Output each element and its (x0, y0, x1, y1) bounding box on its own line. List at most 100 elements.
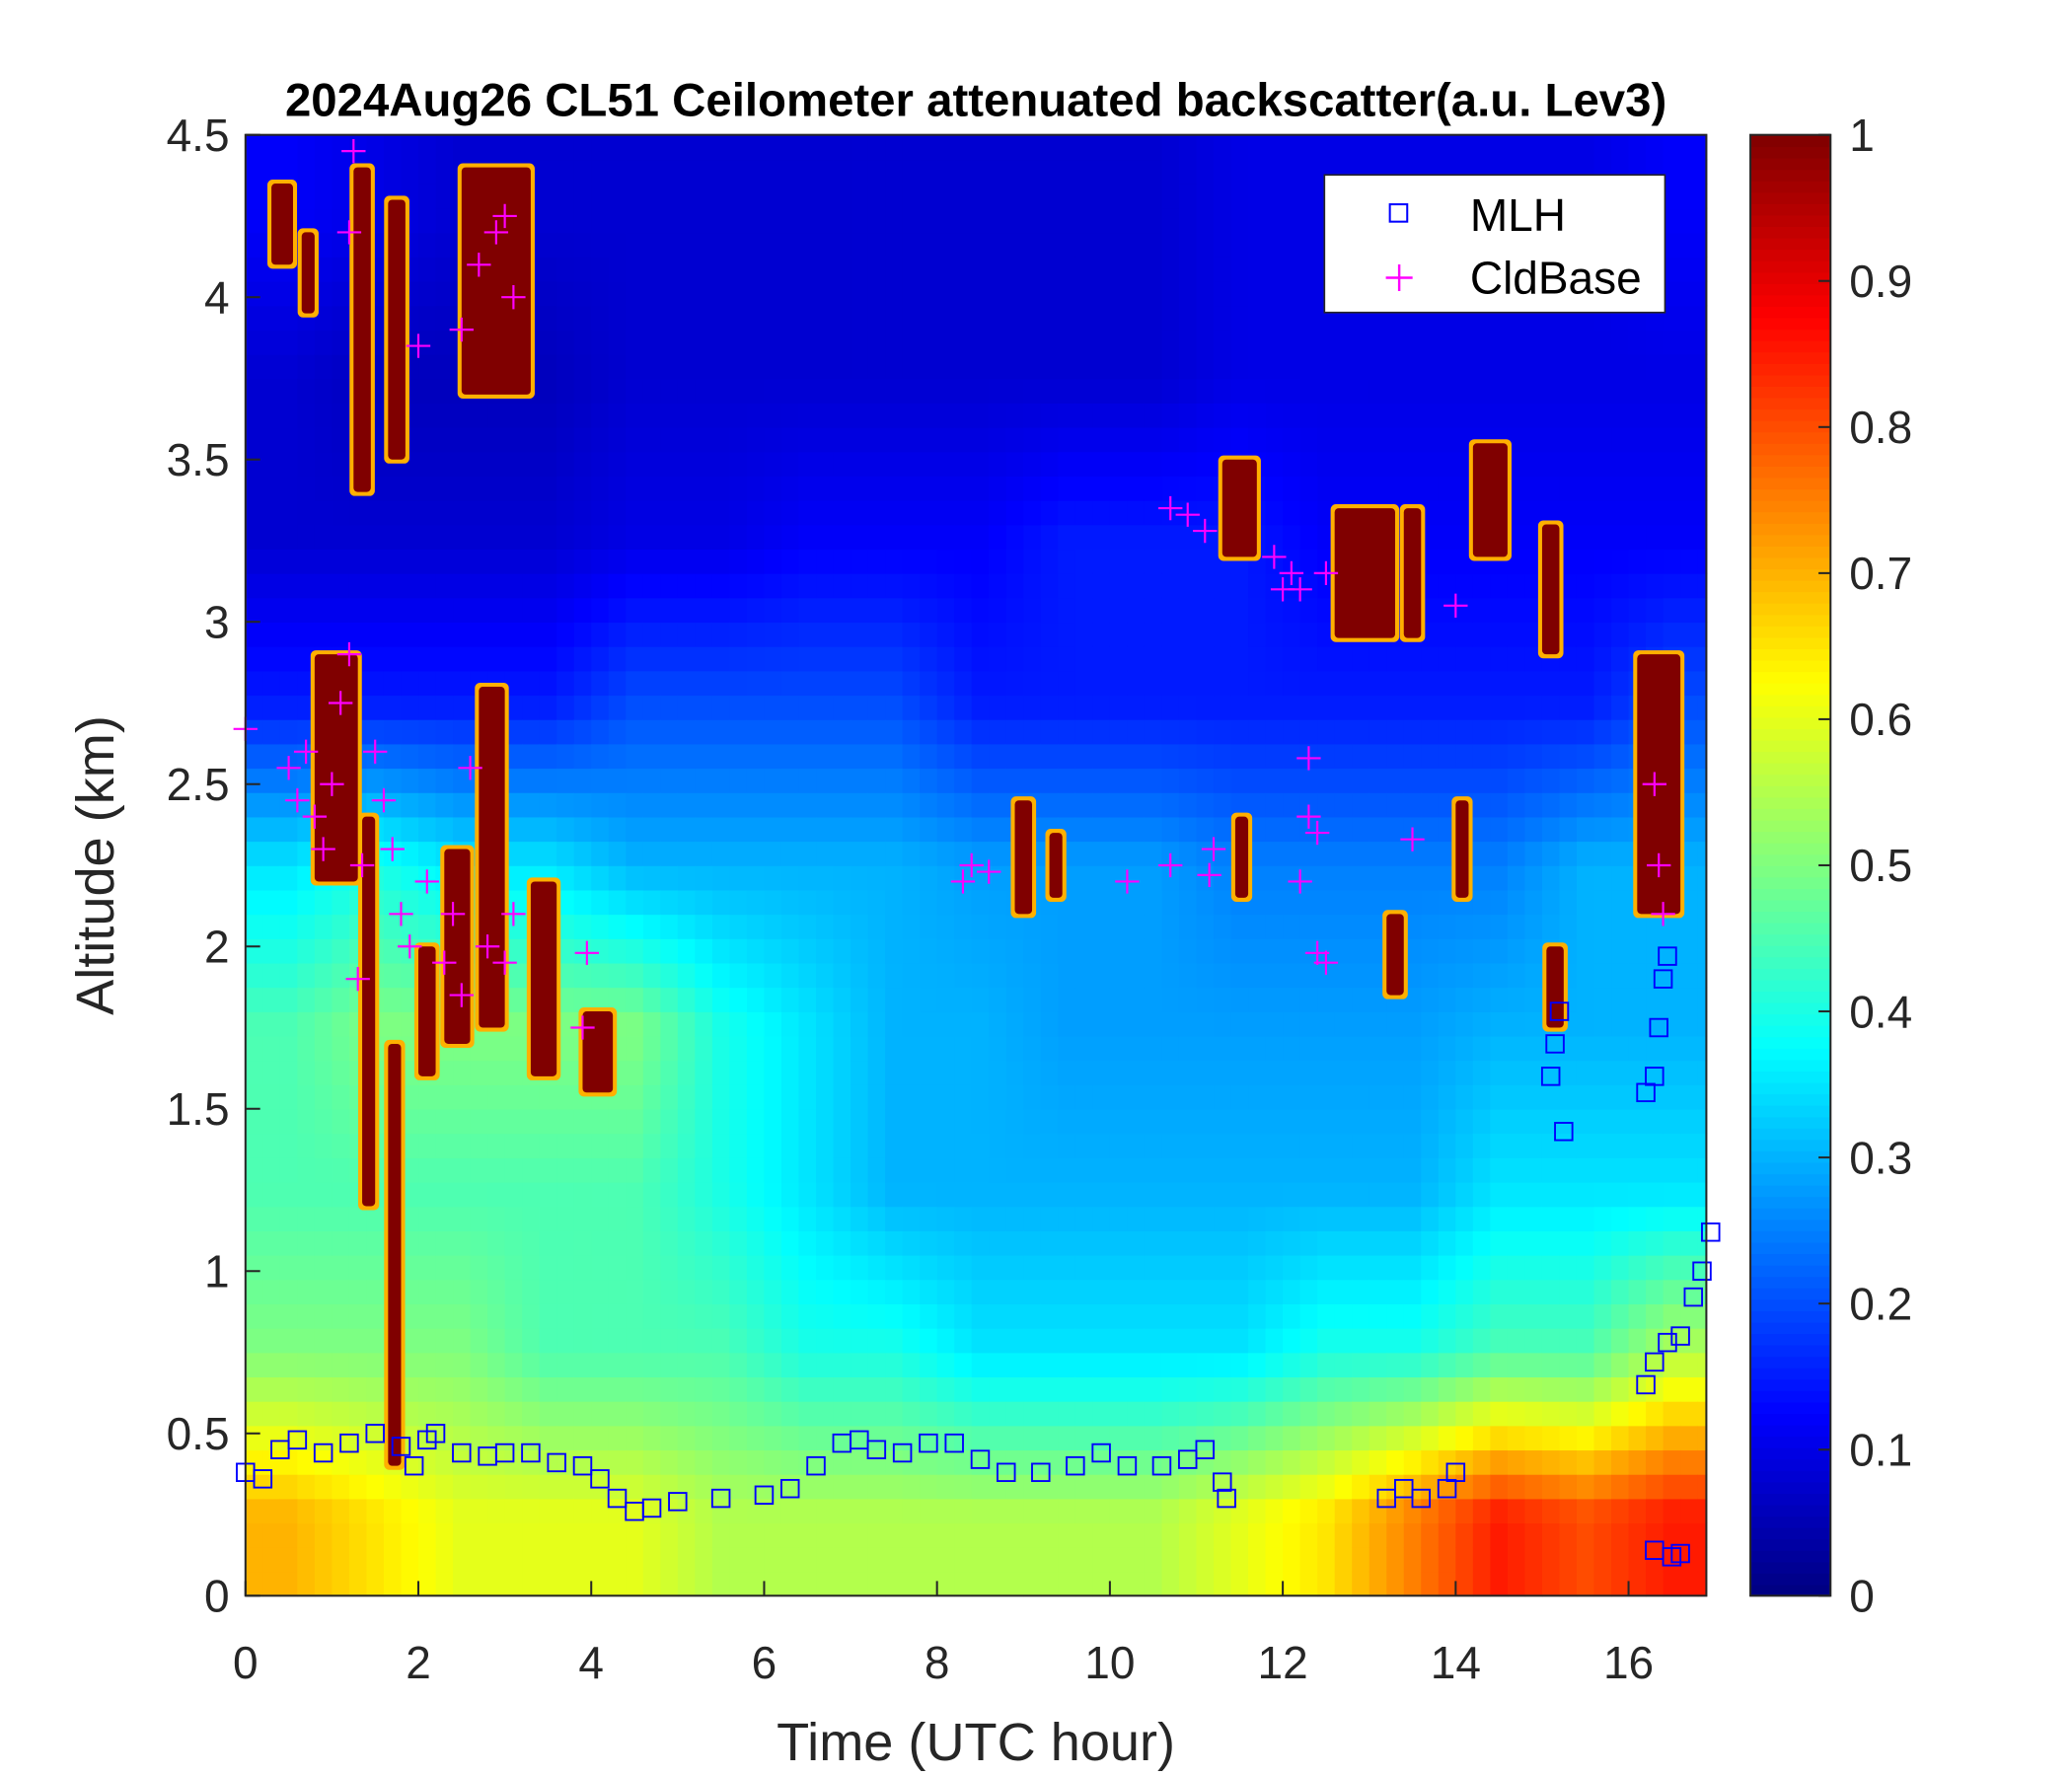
heatmap-cell (746, 232, 766, 258)
heatmap-cell (1265, 1303, 1284, 1329)
heatmap-cell (1144, 768, 1163, 793)
heatmap-cell (1178, 305, 1198, 331)
heatmap-cell (539, 403, 558, 428)
heatmap-cell (487, 476, 506, 501)
heatmap-cell (1576, 1449, 1595, 1475)
heatmap-cell (245, 841, 264, 866)
heatmap-cell (1074, 914, 1094, 939)
heatmap-cell (867, 1400, 886, 1427)
heatmap-cell (1438, 987, 1457, 1012)
heatmap-cell (902, 768, 921, 793)
heatmap-cell (591, 743, 610, 770)
heatmap-cell (1663, 1060, 1681, 1085)
heatmap-cell (1092, 1084, 1111, 1110)
heatmap-cell (1421, 622, 1440, 647)
heatmap-cell (487, 1206, 506, 1231)
heatmap-cell (1248, 257, 1267, 282)
heatmap-cell (920, 159, 938, 185)
heatmap-cell (1248, 1011, 1267, 1037)
heatmap-cell (954, 1473, 973, 1500)
heatmap-cell (1127, 1498, 1146, 1524)
heatmap-cell (660, 962, 679, 989)
heatmap-cell (504, 1084, 523, 1110)
heatmap-cell (1680, 1254, 1699, 1281)
heatmap-cell (885, 1303, 904, 1329)
heatmap-cell (936, 597, 956, 624)
heatmap-cell (1628, 549, 1647, 574)
heatmap-cell (1680, 1498, 1699, 1524)
heatmap-cell (1334, 768, 1354, 793)
heatmap-cell (1317, 1181, 1336, 1208)
heatmap-cell (487, 134, 506, 161)
heatmap-cell (1092, 524, 1111, 551)
heatmap-cell (1593, 1108, 1612, 1135)
heatmap-cell (401, 1303, 419, 1329)
heatmap-cell (1299, 134, 1318, 161)
heatmap-cell (642, 622, 662, 647)
heatmap-cell (1593, 768, 1612, 793)
heatmap-cell (1559, 914, 1578, 939)
heatmap-cell (1352, 1571, 1370, 1597)
heatmap-cell (1438, 330, 1457, 355)
heatmap-cell (1074, 426, 1094, 453)
heatmap-cell (1144, 1230, 1163, 1256)
heatmap-cell (885, 695, 904, 720)
heatmap-cell (1507, 695, 1526, 720)
heatmap-cell (1214, 1157, 1232, 1183)
heatmap-cell (1299, 1157, 1318, 1183)
heatmap-cell (1317, 1254, 1336, 1281)
heatmap-cell (1214, 987, 1232, 1012)
heatmap-cell (1403, 841, 1423, 866)
heatmap-cell (279, 330, 299, 355)
heatmap-cell (1507, 1498, 1526, 1524)
heatmap-cell (1214, 403, 1232, 428)
heatmap-cell (677, 524, 697, 551)
heatmap-cell (1455, 670, 1474, 697)
heatmap-cell (642, 597, 662, 624)
heatmap-cell (677, 1060, 697, 1085)
heatmap-cell (1283, 524, 1301, 551)
heatmap-cell (383, 889, 403, 916)
heatmap-cell (816, 864, 835, 891)
heatmap-cell (711, 1108, 731, 1135)
heatmap-cell (1317, 914, 1336, 939)
heatmap-cell (1058, 378, 1076, 404)
heatmap-cell (279, 889, 299, 916)
heatmap-cell (1403, 1011, 1423, 1037)
heatmap-cell (851, 1206, 869, 1231)
heatmap-cell (1490, 1546, 1509, 1573)
heatmap-cell (504, 572, 523, 599)
heatmap-cell (780, 1425, 800, 1451)
heatmap-cell (954, 1230, 973, 1256)
heatmap-cell (1127, 1084, 1146, 1110)
heatmap-cell (1196, 378, 1215, 404)
heatmap-cell (695, 718, 713, 745)
heatmap-cell (1178, 1157, 1198, 1183)
heatmap-cell (780, 159, 800, 185)
heatmap-cell (816, 1473, 835, 1500)
heatmap-cell (1161, 207, 1180, 234)
heatmap-cell (1005, 1206, 1025, 1231)
heatmap-cell (1472, 743, 1492, 770)
heatmap-cell (971, 451, 991, 477)
heatmap-cell (1576, 718, 1595, 745)
heatmap-cell (1161, 1230, 1180, 1256)
heatmap-cell (573, 1279, 593, 1304)
heatmap-cell (954, 816, 973, 843)
heatmap-cell (764, 1352, 782, 1378)
heatmap-cell (1058, 695, 1076, 720)
heatmap-cell (695, 1546, 713, 1573)
heatmap-cell (1214, 1400, 1232, 1427)
heatmap-cell (332, 524, 350, 551)
heatmap-cell (1472, 134, 1492, 161)
heatmap-cell (1507, 1327, 1526, 1354)
heatmap-cell (1230, 1035, 1249, 1062)
heatmap-cell (1196, 499, 1215, 526)
heatmap-cell (591, 1425, 610, 1451)
heatmap-cell (1248, 791, 1267, 818)
heatmap-cell (711, 1157, 731, 1183)
heatmap-cell (1092, 280, 1111, 307)
heatmap-cell (1005, 645, 1025, 672)
heatmap-cell (1109, 1425, 1129, 1451)
heatmap-cell (780, 184, 800, 209)
